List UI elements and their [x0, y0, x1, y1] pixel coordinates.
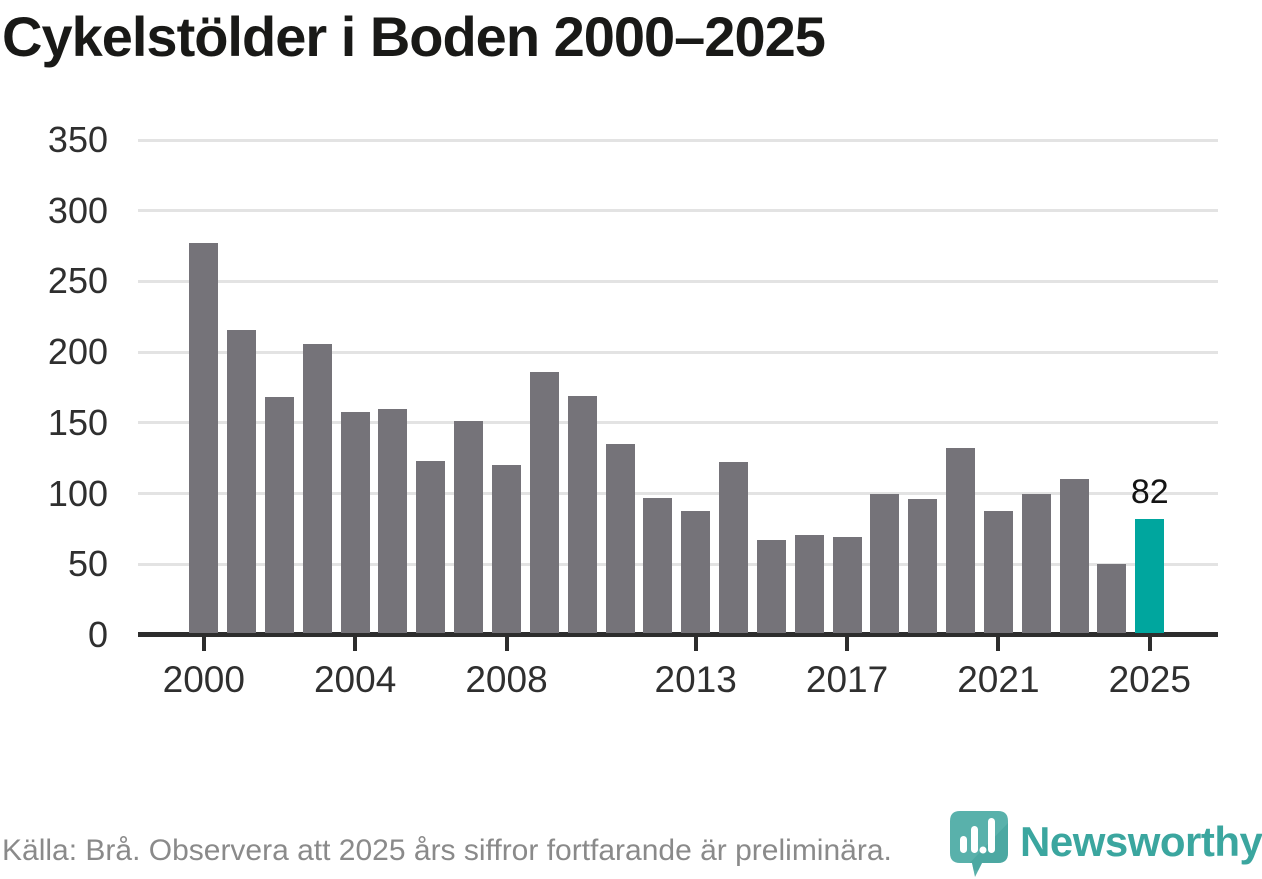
bar-2025	[1135, 519, 1165, 633]
x-axis-label-2013: 2013	[654, 659, 737, 700]
gridline-200	[138, 350, 1218, 354]
bar-2017	[832, 537, 862, 633]
bar-2024	[1097, 564, 1127, 633]
y-axis-label-350: 350	[47, 119, 108, 160]
bar-2019	[908, 499, 938, 633]
bar-2010	[567, 395, 597, 633]
gridline-150	[138, 421, 1218, 425]
x-axis-tick-2000	[201, 637, 206, 651]
y-axis-label-50: 50	[67, 543, 108, 585]
bar-2020	[946, 448, 976, 633]
bar-2006	[416, 461, 446, 633]
x-axis-label-2008: 2008	[465, 659, 548, 700]
x-axis-tick-2008	[504, 637, 509, 651]
x-axis-tick-2004	[353, 637, 358, 651]
bar-2000	[189, 243, 219, 633]
bar-2005	[378, 408, 408, 633]
x-axis-tick-2013	[693, 637, 698, 651]
source-note: Källa: Brå. Observera att 2025 års siffr…	[2, 834, 892, 867]
bar-2016	[794, 534, 824, 633]
y-axis-label-0: 0	[87, 614, 108, 655]
bar-2013	[681, 510, 711, 633]
bar-value-label: 82	[1130, 473, 1169, 512]
x-axis-tick-2021	[996, 637, 1001, 651]
bar-2011	[605, 444, 635, 633]
x-axis-tick-2025	[1147, 637, 1152, 651]
y-axis-label-100: 100	[47, 472, 108, 514]
y-axis-label-200: 200	[47, 331, 108, 373]
x-axis-line	[138, 632, 1218, 637]
bar-2001	[227, 329, 257, 633]
newsworthy-bubble-chart-icon	[950, 811, 1008, 877]
y-axis-label-150: 150	[47, 401, 108, 443]
bar-2023	[1059, 479, 1089, 633]
bar-2018	[870, 493, 900, 633]
bar-2008	[492, 465, 521, 633]
y-axis-label-300: 300	[47, 189, 108, 231]
bar-2014	[719, 462, 749, 633]
newsworthy-wordmark: Newsworthy	[1020, 818, 1262, 865]
gridline-350	[138, 138, 1218, 142]
chart-title: Cykelstölder i Boden 2000–2025	[2, 5, 826, 68]
x-axis-label-2025: 2025	[1108, 659, 1191, 700]
x-axis-label-2000: 2000	[162, 659, 245, 700]
bar-2009	[529, 371, 559, 633]
gridline-250	[138, 279, 1218, 283]
bar-2012	[643, 497, 673, 633]
bar-2002	[264, 397, 294, 633]
x-axis-label-2017: 2017	[805, 659, 889, 700]
gridline-50	[138, 562, 1218, 566]
x-axis-tick-2017	[845, 637, 850, 651]
gridline-100	[138, 492, 1218, 496]
bar-2022	[1021, 493, 1051, 633]
x-axis-label-2004: 2004	[313, 659, 397, 700]
bar-2021	[983, 510, 1013, 633]
y-axis-label-250: 250	[47, 260, 108, 302]
bar-2007	[454, 421, 484, 633]
x-axis-label-2021: 2021	[957, 659, 1040, 700]
bar-2003	[302, 343, 332, 633]
bar-2004	[340, 411, 370, 633]
gridline-300	[138, 209, 1218, 213]
bar-2015	[756, 540, 786, 633]
